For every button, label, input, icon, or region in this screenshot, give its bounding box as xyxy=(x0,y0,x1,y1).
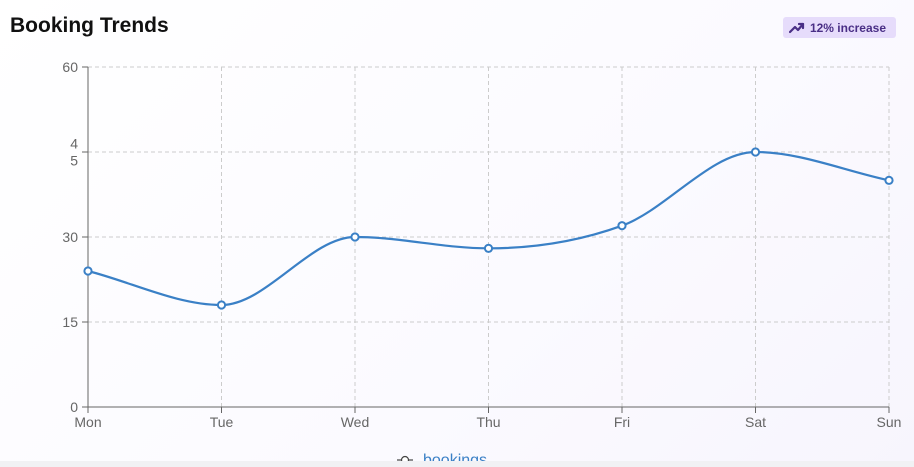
trend-badge: 12% increase xyxy=(782,17,896,38)
trending-up-icon xyxy=(788,22,805,33)
data-point xyxy=(617,221,627,231)
x-tick-label: Sun xyxy=(877,414,902,430)
badge-label: 12% increase xyxy=(809,20,886,35)
y-tick-label: 30 xyxy=(62,229,78,245)
x-tick-label: Wed xyxy=(341,414,370,430)
footer-strip xyxy=(0,461,914,467)
data-point xyxy=(483,243,494,253)
data-point xyxy=(750,147,761,157)
y-tick-label: 60 xyxy=(62,59,78,75)
x-tick-label: Fri xyxy=(614,414,630,430)
data-point xyxy=(83,266,93,276)
data-point xyxy=(350,232,360,242)
x-tick-label: Sat xyxy=(745,414,766,430)
x-tick-label: Tue xyxy=(210,414,234,430)
y-tick-label: 15 xyxy=(62,314,78,330)
data-point xyxy=(884,175,894,185)
data-point xyxy=(216,300,227,310)
chart-title: Booking Trends xyxy=(10,14,169,37)
y-tick-label: 0 xyxy=(70,399,78,415)
x-tick-label: Thu xyxy=(476,414,500,430)
x-tick-label: Mon xyxy=(74,414,101,430)
